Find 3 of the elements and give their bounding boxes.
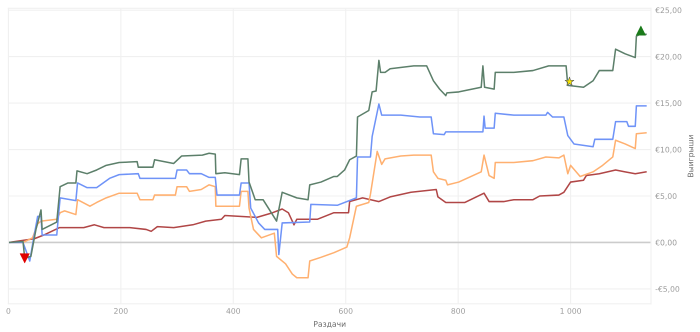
point: [636, 26, 646, 36]
point: [20, 253, 30, 264]
point: [564, 76, 574, 86]
